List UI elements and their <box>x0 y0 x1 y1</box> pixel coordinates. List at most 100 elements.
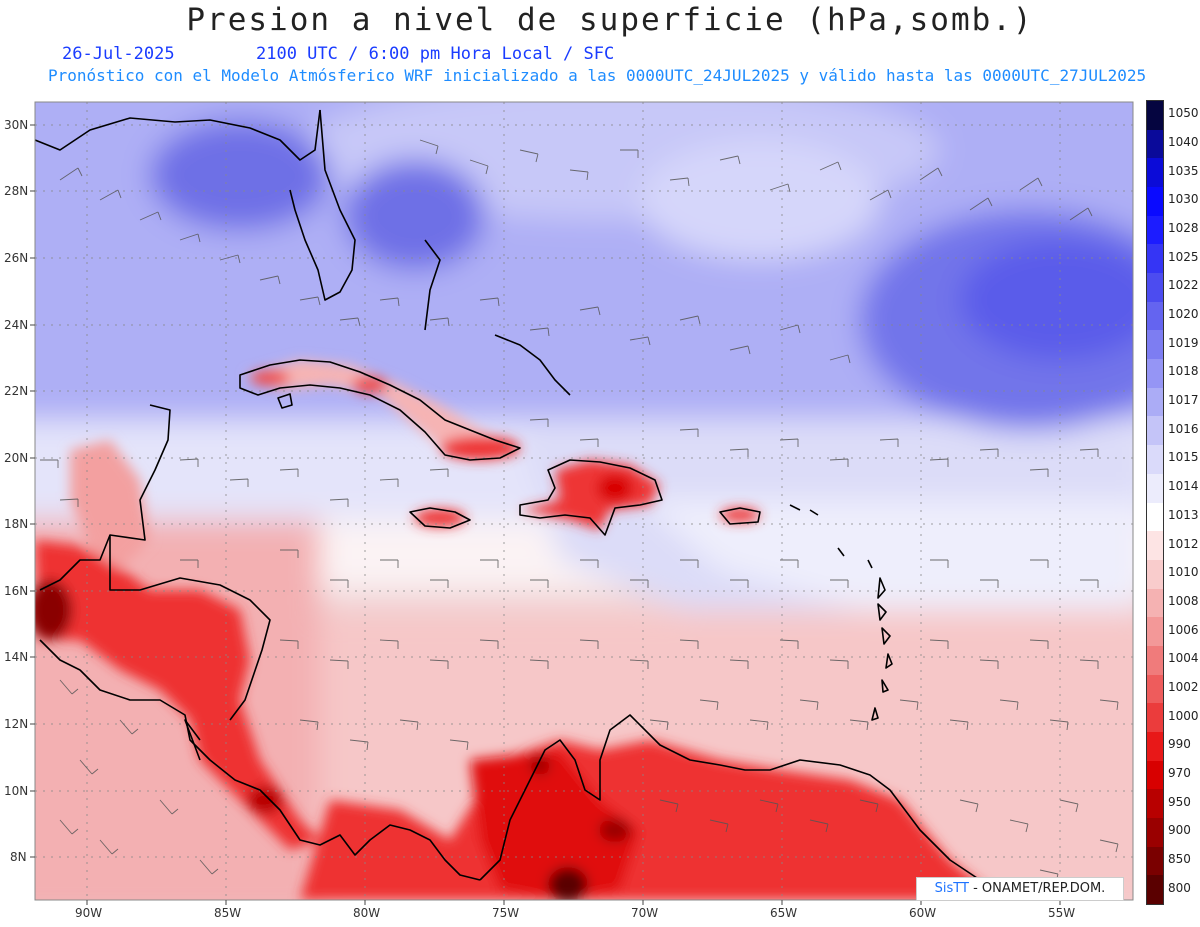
legend-swatch <box>1147 817 1163 848</box>
low-hispaniola-core <box>597 474 633 502</box>
lat-label: 20N <box>4 451 29 465</box>
legend-swatch <box>1147 674 1163 704</box>
legend-swatch <box>1147 215 1163 245</box>
lat-label: 18N <box>4 517 29 531</box>
legend-label: 1028 <box>1168 221 1199 236</box>
lat-label: 28N <box>4 184 29 198</box>
pressure-field-east-inner <box>640 500 1133 620</box>
legend-swatch <box>1147 416 1163 446</box>
credit-box: SisTT - ONAMET/REP.DOM. <box>916 877 1124 901</box>
legend-label: 1022 <box>1168 278 1199 293</box>
low-jamaica <box>414 509 466 527</box>
lon-label: 65W <box>770 906 798 920</box>
credit-brand: SisTT <box>934 881 969 896</box>
lat-label: 14N <box>4 650 29 664</box>
legend-swatch <box>1147 158 1163 188</box>
legend-label: 1018 <box>1168 364 1199 379</box>
low-colombia-core <box>470 750 640 900</box>
lat-label: 24N <box>4 318 29 332</box>
legend-swatch <box>1147 502 1163 532</box>
legend-label: 1050 <box>1168 106 1199 121</box>
legend-swatch <box>1147 101 1163 131</box>
forecast-description: Pronóstico con el Modelo Atmósferico WRF… <box>48 66 1147 85</box>
legend-swatch <box>1147 301 1163 331</box>
lat-label: 16N <box>4 584 29 598</box>
low-central-america <box>35 540 320 850</box>
legend-swatch <box>1147 703 1163 733</box>
lon-label: 60W <box>909 906 937 920</box>
legend-swatch <box>1147 531 1163 561</box>
wind-barbs <box>40 139 1119 883</box>
lat-label: 10N <box>4 784 29 798</box>
legend-label: 1004 <box>1168 651 1199 666</box>
page-title: Presion a nivel de superficie (hPa,somb.… <box>186 2 1034 38</box>
low-colombia-venezuela <box>300 740 1000 900</box>
legend-label: 1010 <box>1168 565 1199 580</box>
lat-label: 12N <box>4 717 29 731</box>
legend-swatch <box>1147 731 1163 762</box>
legend-label: 1020 <box>1168 307 1199 322</box>
legend-swatch <box>1147 387 1163 417</box>
lon-label: 80W <box>353 906 381 920</box>
map-frame <box>34 101 1134 901</box>
lat-label: 30N <box>4 118 29 132</box>
legend-swatch <box>1147 359 1163 389</box>
lat-label: 26N <box>4 251 29 265</box>
color-legend-bar <box>1146 100 1164 905</box>
low-puerto-rico <box>720 508 760 522</box>
low-magdalena-core <box>530 755 550 775</box>
legend-label: 1019 <box>1168 335 1199 350</box>
legend-label: 1015 <box>1168 450 1199 465</box>
legend-label: 970 <box>1168 765 1191 780</box>
legend-label: 1017 <box>1168 393 1199 408</box>
legend-label: 1012 <box>1168 536 1199 551</box>
legend-swatch <box>1147 846 1163 876</box>
legend-swatch <box>1147 330 1163 360</box>
legend-label: 1025 <box>1168 249 1199 264</box>
legend-swatch <box>1147 273 1163 303</box>
lon-label: 75W <box>492 906 520 920</box>
legend-label: 800 <box>1168 880 1191 895</box>
legend-label: 1030 <box>1168 192 1199 207</box>
high-cell-atlantic-core <box>960 240 1133 360</box>
pressure-field-light-band-2 <box>640 140 880 260</box>
legend-swatch <box>1147 244 1163 274</box>
legend-swatch <box>1147 617 1163 647</box>
credit-org: - ONAMET/REP.DOM. <box>968 881 1106 896</box>
legend-swatch <box>1147 559 1163 590</box>
legend-label: 850 <box>1168 851 1191 866</box>
lon-label: 70W <box>631 906 659 920</box>
legend-swatch <box>1147 473 1163 503</box>
legend-label: 950 <box>1168 794 1191 809</box>
legend-label: 1006 <box>1168 622 1199 637</box>
legend-label: 1002 <box>1168 679 1199 694</box>
legend-swatch <box>1147 760 1163 790</box>
legend-label: 1013 <box>1168 507 1199 522</box>
axis-ticks <box>30 124 1061 905</box>
legend-label: 900 <box>1168 823 1191 838</box>
legend-swatch <box>1147 645 1163 676</box>
low-costarica-core <box>247 786 283 814</box>
legend-label: 1016 <box>1168 421 1199 436</box>
forecast-time: 2100 UTC / 6:00 pm Hora Local / SFC <box>256 44 615 64</box>
legend-swatch <box>1147 789 1163 819</box>
coastlines <box>35 109 981 881</box>
legend-label: 990 <box>1168 737 1191 752</box>
legend-label: 1014 <box>1168 479 1199 494</box>
grid-lines <box>35 102 1133 900</box>
legend-swatch <box>1147 129 1163 159</box>
legend-label: 1000 <box>1168 708 1199 723</box>
lon-label: 85W <box>214 906 242 920</box>
low-cuba-west <box>250 370 290 386</box>
high-cell-gulf <box>150 120 330 230</box>
lon-label: 90W <box>75 906 103 920</box>
lat-label: 8N <box>10 850 27 864</box>
low-colombia-deep <box>548 867 588 900</box>
legend-label: 1040 <box>1168 135 1199 150</box>
legend-swatch <box>1147 187 1163 217</box>
lat-label: 22N <box>4 384 29 398</box>
lon-label: 55W <box>1048 906 1076 920</box>
legend-label: 1008 <box>1168 593 1199 608</box>
high-cell-bahamas <box>345 160 485 270</box>
